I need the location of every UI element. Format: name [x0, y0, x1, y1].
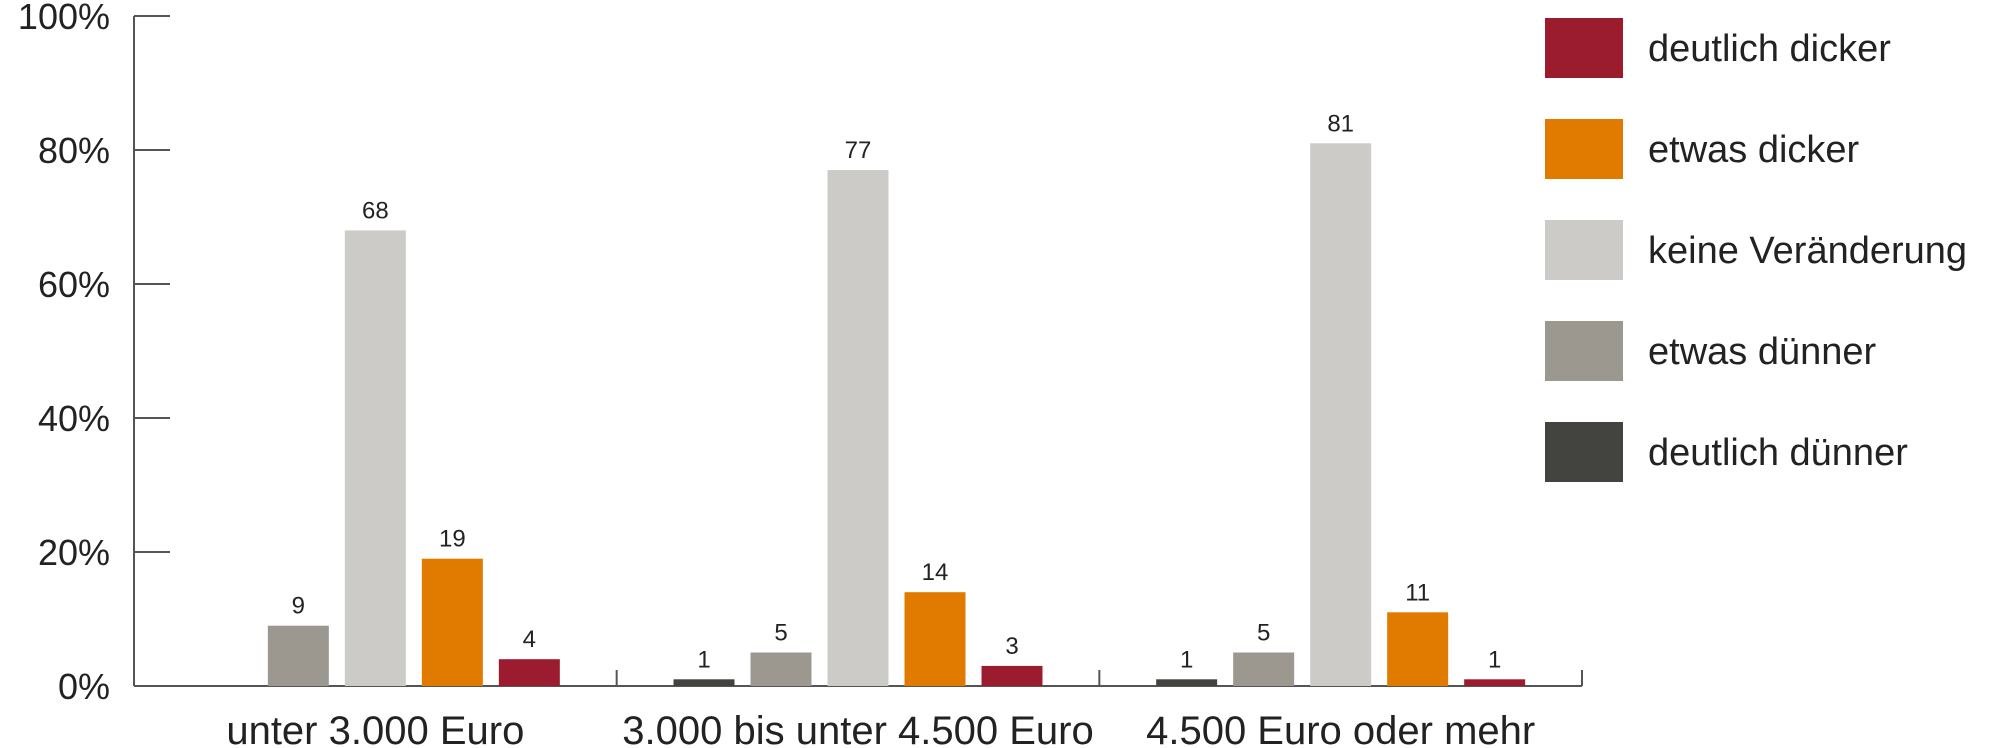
- data-label: 9: [292, 593, 305, 620]
- bar: [1156, 679, 1218, 686]
- x-category-label: 4.500 Euro oder mehr: [1146, 709, 1535, 748]
- data-label: 5: [1257, 620, 1270, 647]
- chart-legend: deutlich dicker etwas dicker keine Verände…: [1545, 18, 1967, 482]
- y-tick-label: 60%: [38, 264, 110, 305]
- bar: [1310, 143, 1372, 687]
- legend-label: deutlich dicker: [1648, 28, 1891, 70]
- y-tick-label: 0%: [58, 666, 110, 707]
- data-label: 3: [1005, 633, 1018, 660]
- data-label: 77: [845, 137, 872, 164]
- legend-swatch: [1545, 422, 1623, 482]
- bar: [750, 652, 812, 686]
- data-label: 1: [1488, 646, 1501, 673]
- bar: [498, 659, 560, 686]
- bar: [421, 558, 483, 686]
- legend-swatch: [1545, 220, 1623, 280]
- legend-label: etwas dünner: [1648, 331, 1876, 373]
- legend-swatch: [1545, 119, 1623, 179]
- data-label: 11: [1405, 579, 1430, 606]
- y-tick-label: 20%: [38, 532, 110, 573]
- legend-label: deutlich dünner: [1648, 432, 1908, 474]
- legend-label: keine Veränderung: [1648, 230, 1967, 272]
- bar: [1387, 612, 1449, 686]
- data-label: 14: [922, 559, 949, 586]
- x-category-label: unter 3.000 Euro: [226, 709, 524, 748]
- chart-axes: 0% 20% 40% 60% 80% 100% unter 3.000 Euro 3.000 …: [18, 0, 1583, 748]
- legend-swatch: [1545, 18, 1623, 78]
- data-label: 19: [439, 526, 466, 553]
- legend-swatch: [1545, 321, 1623, 381]
- bar: [673, 679, 735, 686]
- y-tick-label: 100%: [18, 0, 110, 37]
- bar: [904, 592, 966, 686]
- bar: [267, 625, 329, 686]
- bar: [1233, 652, 1295, 686]
- data-label: 81: [1327, 110, 1354, 137]
- bar: [981, 665, 1043, 686]
- bar: [1464, 679, 1526, 686]
- data-label: 68: [362, 197, 389, 224]
- data-label: 1: [1180, 646, 1193, 673]
- data-label: 5: [774, 620, 787, 647]
- legend-label: etwas dicker: [1648, 129, 1860, 171]
- x-category-label: 3.000 bis unter 4.500 Euro: [622, 709, 1093, 748]
- bar: [344, 230, 406, 686]
- bar: [827, 170, 889, 687]
- data-label: 1: [697, 646, 710, 673]
- data-label: 4: [523, 626, 536, 653]
- y-tick-label: 40%: [38, 398, 110, 439]
- y-tick-label: 80%: [38, 130, 110, 171]
